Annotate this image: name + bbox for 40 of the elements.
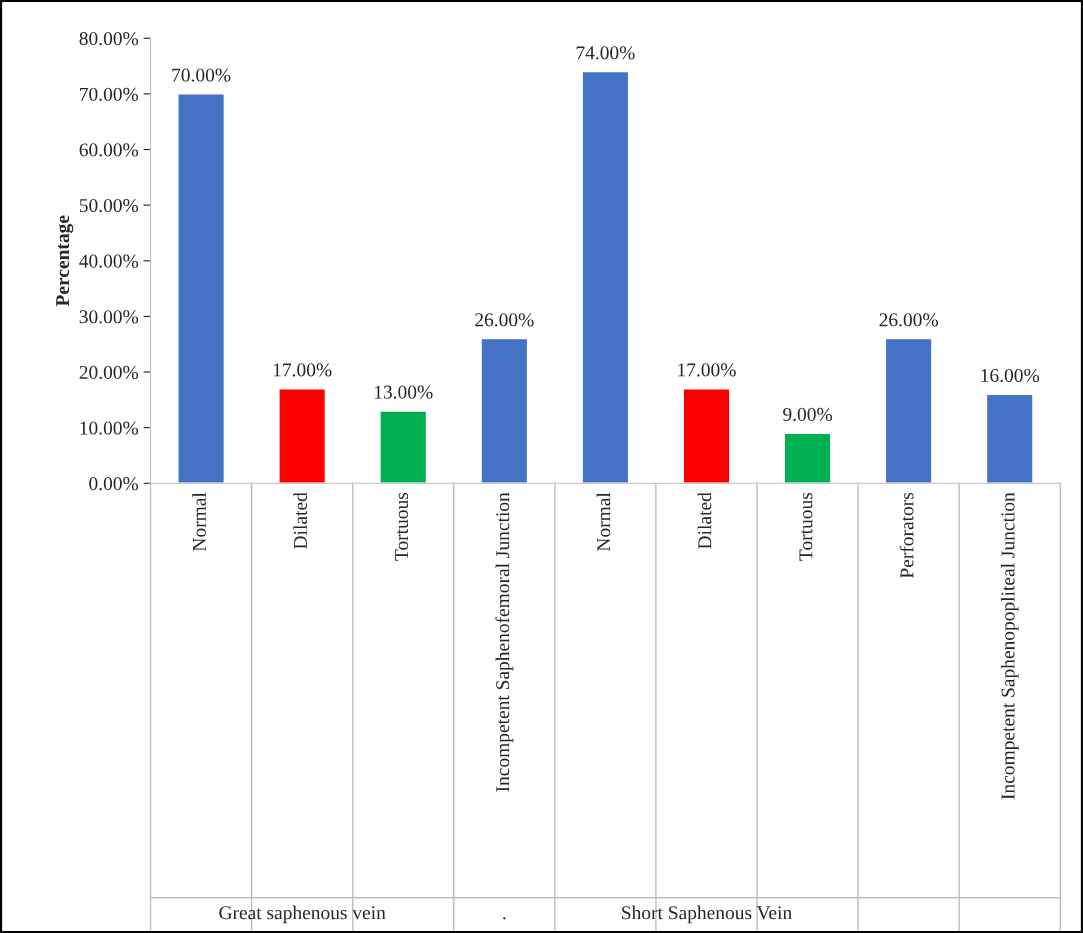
y-tick-label: 30.00% <box>79 310 139 324</box>
bar <box>480 337 529 484</box>
y-tick-label: 50.00% <box>79 198 139 213</box>
x-tick-label: Dilated <box>293 492 308 549</box>
x-tick-label: Normal <box>192 492 206 552</box>
x-tick-label: Tortuous <box>395 492 409 561</box>
y-tick-label: 70.00% <box>80 87 139 101</box>
x-tick-label: Incompetent Saphenopopliteal Junction <box>1000 492 1019 800</box>
y-axis-title: Percentage <box>56 215 74 307</box>
x-tick-label: Tortuous <box>799 492 813 561</box>
bar <box>278 388 327 484</box>
data-label: 26.00% <box>879 313 938 327</box>
text: Short Saphenous Vein <box>622 905 792 924</box>
bar <box>379 410 428 484</box>
data-label: 74.00% <box>576 46 635 60</box>
bar <box>581 70 630 484</box>
bar <box>884 337 933 484</box>
data-label: 17.00% <box>273 363 332 377</box>
y-tick-label: 80.00% <box>79 32 139 46</box>
y-tick-label: 10.00% <box>80 421 139 435</box>
y-tick-label: 40.00% <box>79 254 139 268</box>
data-label: 13.00% <box>374 385 433 399</box>
x-tick-label: Incompetent Saphenofemoral Junction <box>495 492 514 792</box>
data-label: 17.00% <box>678 363 736 377</box>
data-label: 16.00% <box>981 368 1040 383</box>
y-tick-label: 20.00% <box>79 365 139 380</box>
text: . <box>503 917 506 920</box>
x-tick-label: Perforators <box>899 492 914 579</box>
bar <box>177 93 226 484</box>
bar <box>985 393 1034 484</box>
y-tick-label: 0.00% <box>89 477 139 491</box>
bar <box>783 432 832 484</box>
data-label: 26.00% <box>475 313 534 327</box>
bar <box>682 388 731 484</box>
y-tick-label: 60.00% <box>79 143 139 157</box>
data-label: 70.00% <box>172 68 231 82</box>
x-tick-label: Dilated <box>697 492 712 549</box>
x-tick-label: Normal <box>596 492 611 552</box>
data-label: 9.00% <box>783 407 833 422</box>
text: Great saphenous vein <box>219 905 386 924</box>
